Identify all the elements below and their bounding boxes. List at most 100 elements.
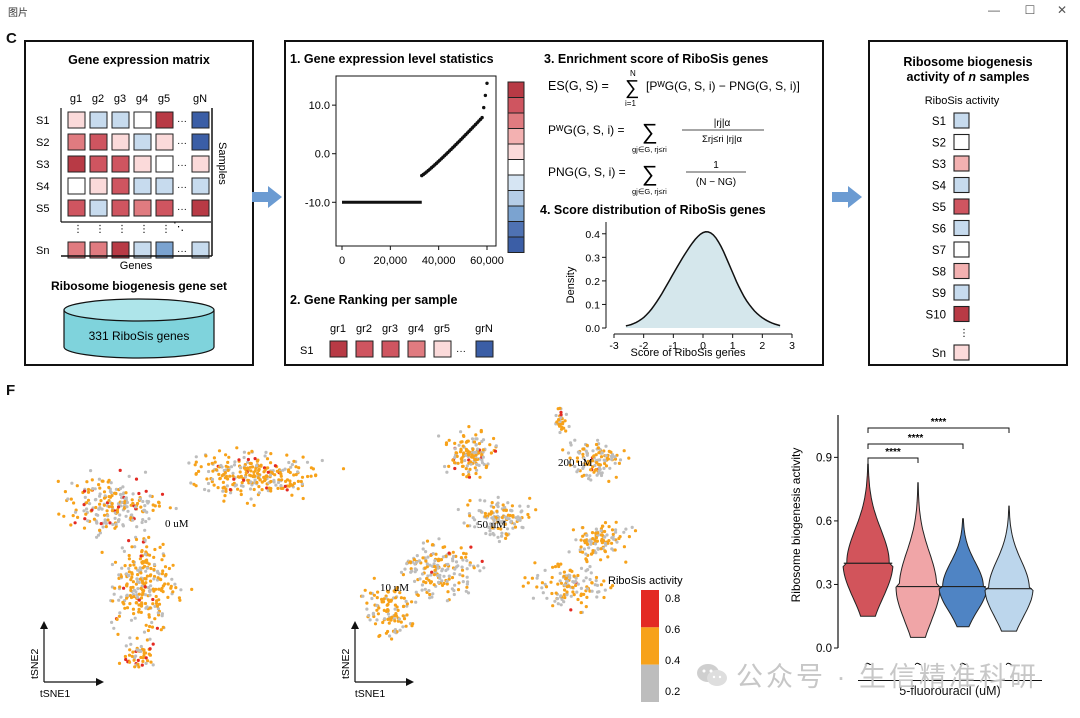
tsne-point (483, 514, 488, 518)
tsne-point (480, 559, 484, 563)
tsne-point (589, 468, 593, 472)
tsne-point (320, 458, 324, 463)
tsne-point (372, 593, 376, 597)
minimize-button[interactable]: — (988, 3, 1000, 17)
tsne-point (314, 474, 318, 478)
tsne-point (471, 454, 475, 458)
activity-cell (953, 262, 970, 280)
tsne-point (116, 519, 120, 524)
tsne-point (555, 420, 559, 424)
tsne-point (218, 477, 222, 481)
tsne-point (123, 654, 127, 659)
tsne-point (228, 488, 232, 492)
tsne-point (113, 560, 118, 564)
tsne-point (606, 457, 611, 461)
tsne-point (306, 474, 310, 479)
tsne-point (568, 456, 572, 460)
tsne-point (156, 611, 160, 615)
tsne-point (557, 564, 561, 569)
tsne-point (581, 526, 585, 530)
tsne-point (576, 597, 580, 602)
matrix-cell (133, 241, 152, 259)
close-button[interactable]: ✕ (1056, 3, 1068, 17)
tsne-point (585, 542, 590, 546)
tsne-point (141, 518, 145, 522)
violin-shape (895, 482, 941, 638)
tsne-point (375, 618, 379, 622)
tsne-point (461, 574, 465, 578)
tsne-point (143, 601, 148, 606)
tsne-point (603, 550, 608, 554)
tsne-point (550, 575, 554, 580)
tsne-point (594, 527, 599, 531)
tsne-point (594, 551, 598, 555)
tsne-point (231, 474, 235, 478)
tsne-point (249, 461, 253, 466)
tsne-point (127, 557, 131, 561)
tsne-point (594, 579, 598, 583)
tsne-point (134, 566, 138, 570)
tsne-point (128, 563, 132, 567)
tsne-point (94, 505, 98, 510)
tsne-point (600, 451, 604, 455)
tsne-point (98, 506, 102, 510)
eq3-sigma: ∑ (642, 161, 658, 186)
tsne-point (177, 596, 181, 600)
tsne-point (63, 490, 67, 494)
tsne-point (133, 545, 137, 549)
tsne-point (565, 590, 569, 594)
tsne-point (399, 596, 403, 600)
tsne-point (193, 463, 197, 467)
tsne-point (467, 470, 471, 474)
tsne-point (237, 458, 241, 462)
tsne-point (443, 564, 447, 568)
tsne-point (141, 591, 145, 595)
tsne-point (477, 451, 481, 455)
tsne-point (84, 512, 88, 516)
tsne-point (227, 455, 231, 459)
tsne-point (380, 597, 384, 601)
eq1-rhs: [PᵂG(G, S, i) − PNG(G, S, i)] (646, 79, 800, 93)
tsne-point (567, 424, 571, 429)
tsne-point (102, 503, 106, 507)
tsne-point (229, 465, 234, 469)
tsne-point (224, 487, 228, 491)
tsne-point (236, 487, 240, 491)
tsne-point (128, 660, 132, 664)
tsne-point (534, 508, 538, 512)
tsne-point (110, 509, 114, 513)
gene-label: g3 (114, 93, 126, 105)
tsne-point (128, 648, 132, 652)
tsne-point (125, 606, 130, 610)
activity-sample: S7 (932, 245, 946, 257)
tsne-point (478, 475, 482, 479)
tsne-point (450, 587, 454, 591)
tsne-point (460, 568, 465, 572)
tsne-point (280, 478, 284, 482)
tsne-point (551, 565, 555, 569)
tsne-point (584, 605, 588, 609)
tsne-point (189, 481, 193, 485)
eq2-den: Σrj≤ri |rj|α (702, 134, 742, 145)
tsne-point (558, 424, 562, 428)
tsne-point (257, 491, 261, 495)
tsne-point (98, 531, 102, 535)
tsne-point (111, 522, 115, 526)
tsne-point (131, 492, 135, 496)
tsne-point (296, 487, 300, 491)
maximize-button[interactable]: ☐ (1024, 3, 1036, 17)
rank-cell (433, 340, 452, 358)
col-ellipsis: ⋮ (95, 224, 105, 235)
tsne-point (273, 473, 277, 477)
tsne-point (576, 459, 580, 463)
tsne-point (242, 478, 246, 482)
tsne-point (460, 456, 464, 460)
rank-cell (329, 340, 348, 358)
tsne-point (590, 581, 594, 585)
strip-cell (507, 97, 525, 114)
tsne-point (556, 407, 560, 411)
tsne-point (499, 527, 503, 531)
tsne-point (149, 579, 153, 583)
tsne-point (451, 559, 455, 563)
tsne-point (294, 473, 298, 477)
